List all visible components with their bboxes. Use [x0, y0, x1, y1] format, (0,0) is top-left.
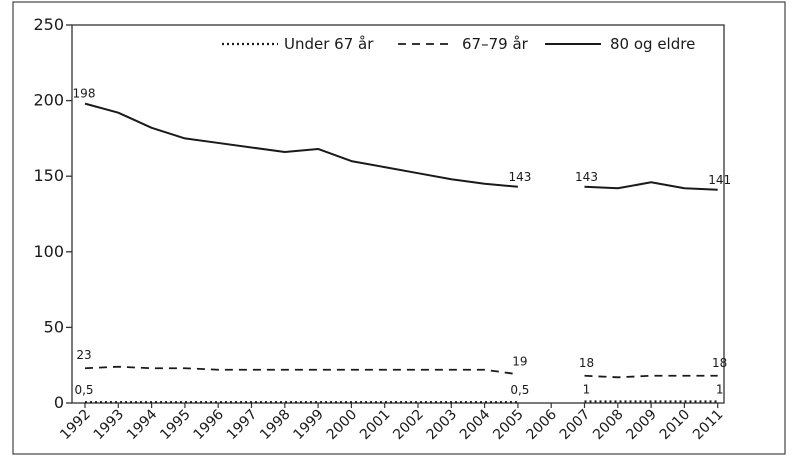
y-tick-label: 150 — [33, 166, 64, 185]
data-label-layer: 198 143 143 141 23 19 18 18 0,5 0,5 1 1 — [73, 87, 732, 398]
data-label: 0,5 — [510, 383, 529, 397]
series-line-solid — [84, 102, 518, 188]
data-label: 1 — [716, 382, 724, 396]
data-label: 1 — [583, 382, 591, 396]
legend-label: Under 67 år — [284, 35, 374, 53]
y-tick-label: 200 — [33, 91, 64, 110]
plot-area-frame — [71, 24, 725, 404]
y-tick-label: 0 — [54, 393, 64, 412]
data-label: 198 — [73, 87, 96, 101]
legend: Under 67 år 67–79 år 80 og eldre — [222, 35, 695, 53]
data-label: 143 — [575, 170, 598, 184]
data-label: 18 — [579, 356, 594, 370]
data-label: 19 — [512, 354, 527, 368]
legend-label: 80 og eldre — [610, 35, 695, 53]
series-layer — [84, 102, 718, 404]
y-tick-label: 250 — [33, 15, 64, 34]
data-label: 18 — [712, 356, 727, 370]
data-label: 0,5 — [74, 383, 93, 397]
data-label: 23 — [76, 348, 91, 362]
y-tick-label: 100 — [33, 242, 64, 261]
legend-label: 67–79 år — [462, 35, 529, 53]
series-line-solid — [584, 181, 718, 191]
data-label: 143 — [508, 170, 531, 184]
y-tick-label: 50 — [44, 317, 64, 336]
series-line-dashed — [84, 365, 519, 376]
data-label: 141 — [708, 173, 731, 187]
outer-frame — [12, 1, 786, 455]
